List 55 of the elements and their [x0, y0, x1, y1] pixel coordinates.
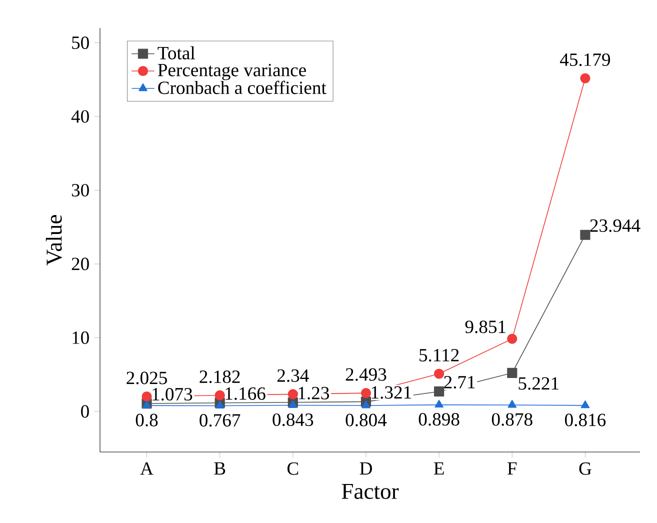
data-label: 2.71	[444, 376, 475, 389]
data-label: 2.182	[200, 370, 240, 384]
point	[288, 389, 298, 400]
data-label: 5.221	[518, 377, 558, 390]
point	[288, 400, 298, 408]
data-label: 1.23	[298, 386, 329, 400]
y-tick-label: 20	[72, 258, 89, 270]
point	[507, 368, 518, 378]
y-tick-label: 10	[72, 331, 89, 344]
point	[580, 73, 590, 84]
data-label: 1.073	[152, 388, 192, 401]
legend-label: Total	[158, 46, 195, 60]
data-label: 2.025	[126, 372, 167, 384]
data-label: 0.767	[200, 414, 240, 427]
data-label: 0.8	[136, 414, 158, 426]
y-tick-label: 30	[72, 184, 89, 197]
data-label: 0.898	[418, 413, 460, 426]
point	[142, 391, 152, 402]
y-tick-label: 40	[71, 110, 89, 123]
point	[580, 230, 590, 240]
data-label: 23.944	[590, 219, 640, 232]
point	[215, 400, 224, 409]
x-tick-label: D	[360, 462, 372, 475]
x-tick-label: F	[508, 462, 517, 475]
data-label: 0.843	[272, 413, 314, 426]
point	[434, 400, 444, 408]
data-label: 5.112	[420, 348, 459, 362]
point	[434, 386, 444, 397]
point	[508, 400, 517, 408]
x-axis-title: Factor	[342, 484, 399, 499]
point	[580, 400, 590, 408]
x-tick-label: E	[434, 462, 444, 475]
legend-label: Cronbach a coefficient	[158, 80, 326, 94]
data-label: 0.816	[564, 414, 606, 426]
x-tick-label: B	[214, 462, 226, 475]
point	[360, 388, 372, 398]
data-label: 45.179	[560, 53, 610, 66]
y-tick-label: 50	[72, 36, 89, 50]
point	[434, 368, 444, 379]
point	[362, 400, 370, 408]
legend-label: Percentage variance	[158, 64, 306, 80]
data-label: 2.34	[277, 369, 309, 382]
data-label: 1.166	[226, 387, 266, 400]
y-tick-label: 0	[81, 405, 89, 418]
point	[214, 390, 225, 400]
x-tick-label: G	[579, 462, 592, 475]
data-label: 1.321	[372, 386, 411, 399]
data-label: 2.493	[346, 368, 386, 381]
x-tick-label: C	[287, 462, 298, 475]
data-label: 0.878	[492, 413, 532, 426]
y-axis-title: Value	[46, 215, 62, 266]
point	[507, 334, 518, 344]
x-tick-label: A	[140, 462, 154, 475]
data-label: 9.851	[465, 320, 506, 334]
data-label: 0.804	[346, 414, 387, 426]
